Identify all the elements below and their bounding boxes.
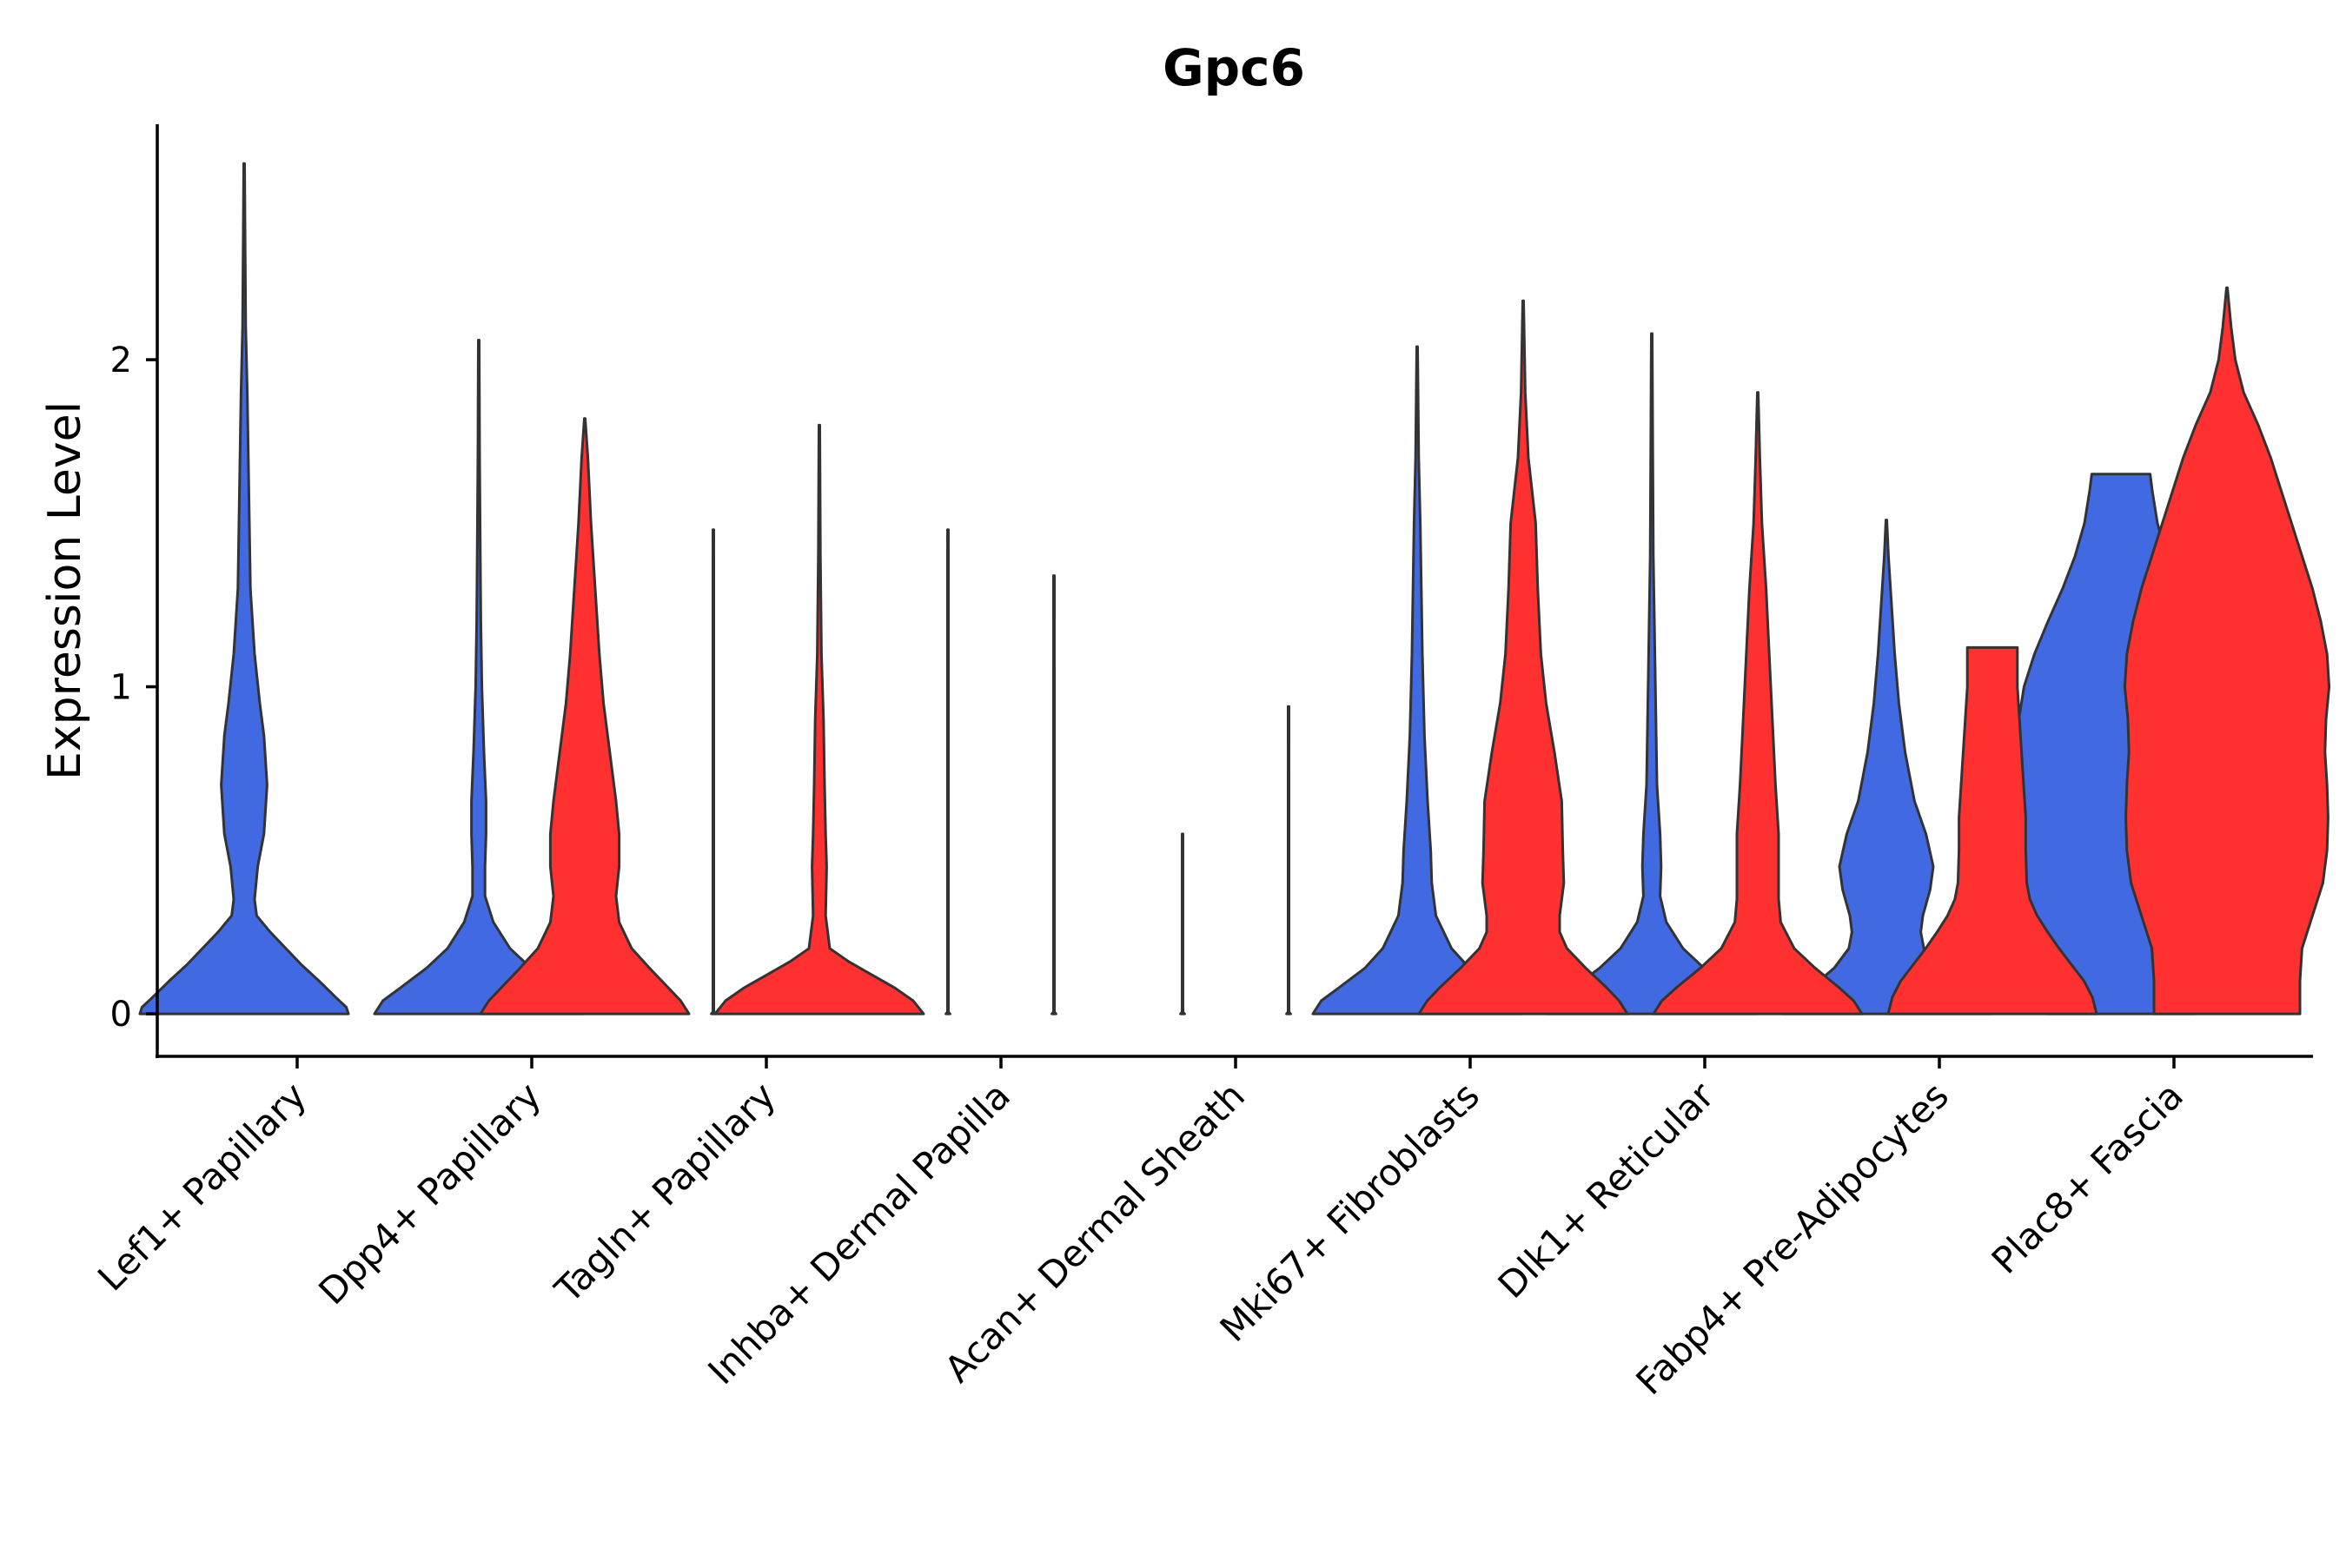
violin-group_a-inhba-dermal-papilla [944,528,951,1016]
x-tick-label-tagln-papillary: Tagln+ Papillary [547,1074,784,1311]
violins-layer [138,162,2331,1016]
violin-group_a-dpp4-papillary [373,339,585,1016]
violin-group_a-tagln-papillary [710,528,717,1016]
violin-group_a-dlk1-reticular [1546,332,1758,1016]
violin-group_a-mki67-fibroblasts [1311,345,1523,1016]
violin-group_a-lef1-papillary [138,162,350,1016]
violin-group_a-acan-dermal-sheath [1179,832,1186,1016]
x-tick-label-dpp4-papillary: Dpp4+ Papillary [310,1074,549,1313]
y-axis-label: Expression Level [39,401,91,780]
x-tick-label-dlk1-reticular: Dlk1+ Reticular [1490,1074,1723,1307]
x-tick-label-lef1-papillary: Lef1+ Papillary [89,1074,315,1299]
violin-group_b-tagln-papillary [713,423,925,1016]
y-tick-label: 2 [110,341,132,380]
x-tick-label-plac8-fascia: Plac8+ Fascia [1984,1074,2191,1281]
violin-group_b-acan-dermal-sheath [1285,705,1292,1016]
y-ticks-layer: 0 1 2 [110,341,157,1035]
y-tick-label: 1 [110,668,132,708]
violin-group_b-plac8-fascia [2123,286,2331,1016]
violin-group_b-fabp4-pre-adipocytes [1886,645,2098,1016]
violin-group_a-fabp4-pre-adipocytes [1780,519,1992,1016]
y-tick-label: 0 [110,995,132,1035]
violin-group_b-inhba-dermal-papilla [1050,574,1057,1016]
violin-group_b-dpp4-papillary [479,417,691,1016]
x-tick-label-mki67-fibroblasts: Mki67+ Fibroblasts [1212,1074,1488,1349]
chart-title: Gpc6 [1163,38,1305,97]
violin-group_b-mki67-fibroblasts [1417,299,1629,1016]
violin-group_b-dlk1-reticular [1652,391,1864,1016]
